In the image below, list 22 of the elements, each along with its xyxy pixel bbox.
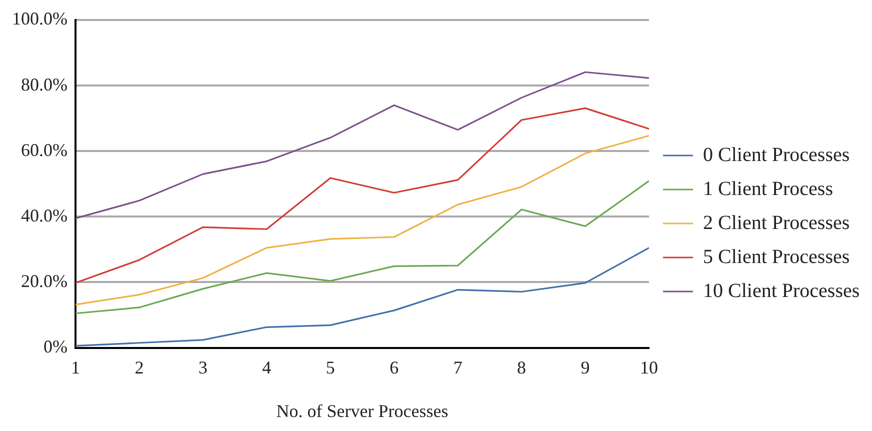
- legend-label: 10 Client Processes: [703, 280, 860, 302]
- x-tick-label: 3: [198, 357, 208, 378]
- x-tick-label: 1: [70, 357, 80, 378]
- x-tick-label: 8: [517, 357, 526, 378]
- x-tick-label: 9: [580, 357, 590, 378]
- x-tick-label: 5: [326, 357, 335, 378]
- y-tick-label: 80.0%: [20, 74, 68, 94]
- legend-label: 5 Client Processes: [703, 246, 850, 268]
- y-tick-label: 60.0%: [20, 140, 68, 160]
- y-tick-label: 0%: [43, 336, 68, 357]
- legend-label: 1 Client Process: [703, 178, 834, 200]
- x-tick-label: 2: [134, 357, 144, 378]
- x-axis-title: No. of Server Processes: [276, 400, 448, 421]
- y-tick-label: 20.0%: [20, 270, 68, 291]
- x-tick-label: 10: [640, 357, 658, 378]
- x-tick-label: 6: [390, 357, 399, 378]
- legend-label: 2 Client Processes: [703, 212, 850, 234]
- x-tick-label: 4: [262, 357, 272, 378]
- y-tick-label: 40.0%: [20, 205, 68, 226]
- x-tick-label: 7: [453, 357, 462, 378]
- legend-label: 0 Client Processes: [703, 144, 850, 166]
- y-tick-label: 100.0%: [12, 8, 68, 29]
